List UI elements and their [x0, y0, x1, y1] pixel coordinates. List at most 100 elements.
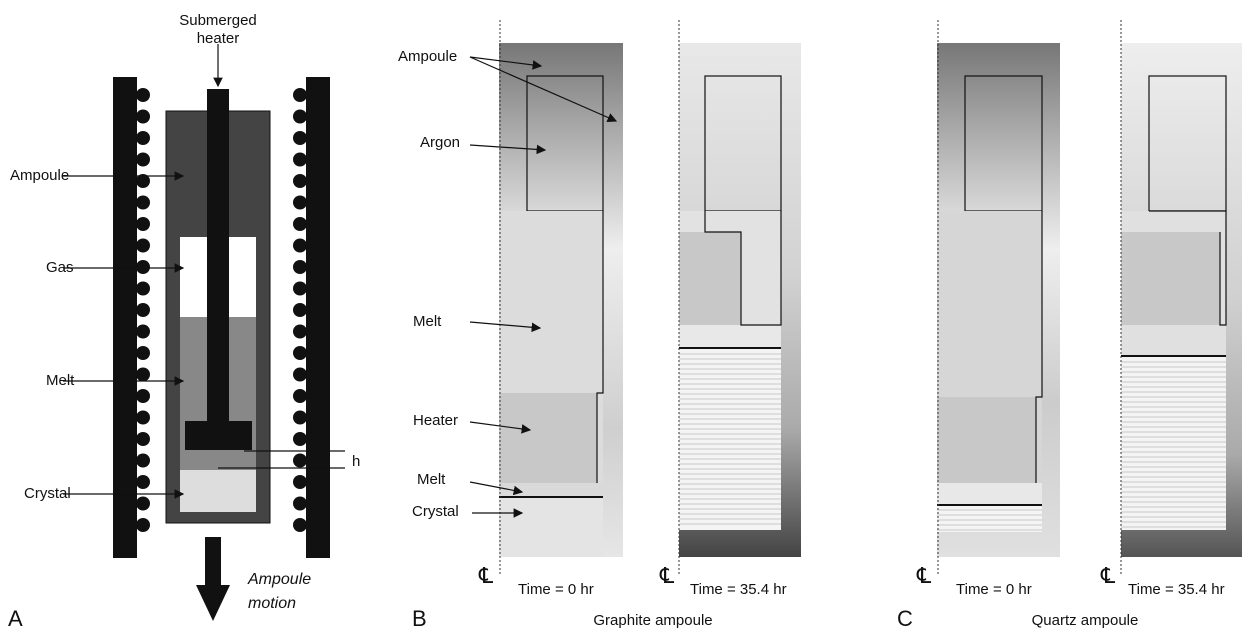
- label: Argon: [420, 134, 460, 151]
- coil: [136, 131, 150, 145]
- coil: [293, 131, 307, 145]
- arrow: [469, 421, 532, 434]
- crystal: [937, 505, 1042, 532]
- coil: [136, 432, 150, 446]
- arrow: [469, 321, 542, 333]
- time-label: Time = 35.4 hr: [690, 581, 787, 598]
- heater: [937, 397, 1036, 483]
- panel-letter: B: [412, 606, 427, 631]
- isotherms: [679, 353, 781, 525]
- coil: [293, 324, 307, 339]
- time-label: Time = 0 hr: [956, 581, 1032, 598]
- coil: [293, 238, 307, 253]
- label: Ampoule: [10, 167, 69, 184]
- coil: [293, 217, 307, 231]
- coil: [136, 453, 150, 468]
- panel-b: Ampoule Argon Melt Heater Melt Crystal ℄…: [398, 20, 801, 631]
- coil: [293, 389, 307, 403]
- crystal: [180, 470, 256, 512]
- heater-rod: [207, 89, 229, 423]
- isotherms: [1121, 361, 1226, 528]
- coil: [136, 281, 150, 296]
- isotherms: [937, 509, 1042, 531]
- label: Melt: [417, 471, 446, 488]
- arrow: [469, 56, 618, 123]
- boundary: [704, 211, 782, 326]
- time-label: Time = 35.4 hr: [1128, 581, 1225, 598]
- panel-c: ℄ ℄ Time = 0 hr Time = 35.4 hr Quartz am…: [897, 20, 1242, 631]
- label: Gas: [46, 259, 74, 276]
- crystal: [499, 497, 603, 557]
- panel-letter: C: [897, 606, 913, 631]
- label: Submerged: [179, 12, 257, 29]
- label: Ampoule: [247, 571, 311, 588]
- boundary: [596, 211, 604, 483]
- coil: [293, 410, 307, 425]
- coil: [136, 152, 150, 167]
- label: motion: [248, 595, 296, 612]
- coil: [136, 496, 150, 511]
- heater: [679, 232, 741, 325]
- label: Heater: [413, 412, 458, 429]
- melt: [679, 325, 781, 348]
- coil: [136, 195, 150, 210]
- coil: [136, 410, 150, 425]
- boundary: [1149, 210, 1227, 326]
- centerline-symbol: ℄: [916, 563, 932, 588]
- label: Melt: [413, 313, 442, 330]
- coil: [293, 88, 307, 102]
- coil: [136, 260, 150, 274]
- label: Crystal: [412, 503, 459, 520]
- label: Melt: [46, 372, 75, 389]
- centerline-symbol: ℄: [478, 563, 494, 588]
- coil: [136, 389, 150, 403]
- coil: [293, 367, 307, 382]
- label: heater: [197, 30, 240, 47]
- centerline-symbol: ℄: [1100, 563, 1116, 588]
- coil: [293, 346, 307, 360]
- arrow: [469, 481, 524, 496]
- coil: [293, 518, 307, 532]
- coil: [136, 475, 150, 489]
- coil: [136, 174, 150, 188]
- motion-arrow: [205, 537, 221, 587]
- arrow: [469, 56, 543, 70]
- coil: [293, 432, 307, 446]
- time-label: Time = 0 hr: [518, 581, 594, 598]
- coil: [293, 174, 307, 188]
- arrow: [469, 144, 547, 155]
- heater: [1121, 232, 1220, 325]
- heater-head: [185, 421, 252, 450]
- coil: [136, 238, 150, 253]
- coil: [136, 217, 150, 231]
- label: Crystal: [24, 485, 71, 502]
- label: h: [352, 453, 360, 470]
- coil: [293, 496, 307, 511]
- coil: [293, 303, 307, 317]
- coil: [136, 109, 150, 124]
- melt: [937, 483, 1042, 505]
- caption: Graphite ampoule: [593, 612, 712, 629]
- coil: [293, 281, 307, 296]
- coil: [136, 367, 150, 382]
- coil: [293, 109, 307, 124]
- coil: [293, 195, 307, 210]
- coil: [293, 260, 307, 274]
- panel-letter: A: [8, 606, 23, 631]
- label: Ampoule: [398, 48, 457, 65]
- boundary: [1035, 211, 1043, 483]
- coil: [136, 303, 150, 317]
- caption: Quartz ampoule: [1032, 612, 1139, 629]
- coil: [293, 475, 307, 489]
- motion-arrow: [196, 585, 230, 621]
- coil: [136, 324, 150, 339]
- coil: [293, 453, 307, 468]
- coil: [293, 152, 307, 167]
- panel-a: Submerged heater Ampoule Gas Melt Crysta…: [8, 12, 360, 631]
- heater: [499, 393, 597, 483]
- centerline-symbol: ℄: [659, 563, 675, 588]
- crystal: [1121, 356, 1226, 530]
- coil: [136, 518, 150, 532]
- coil: [136, 88, 150, 102]
- furnace-wall: [113, 77, 137, 558]
